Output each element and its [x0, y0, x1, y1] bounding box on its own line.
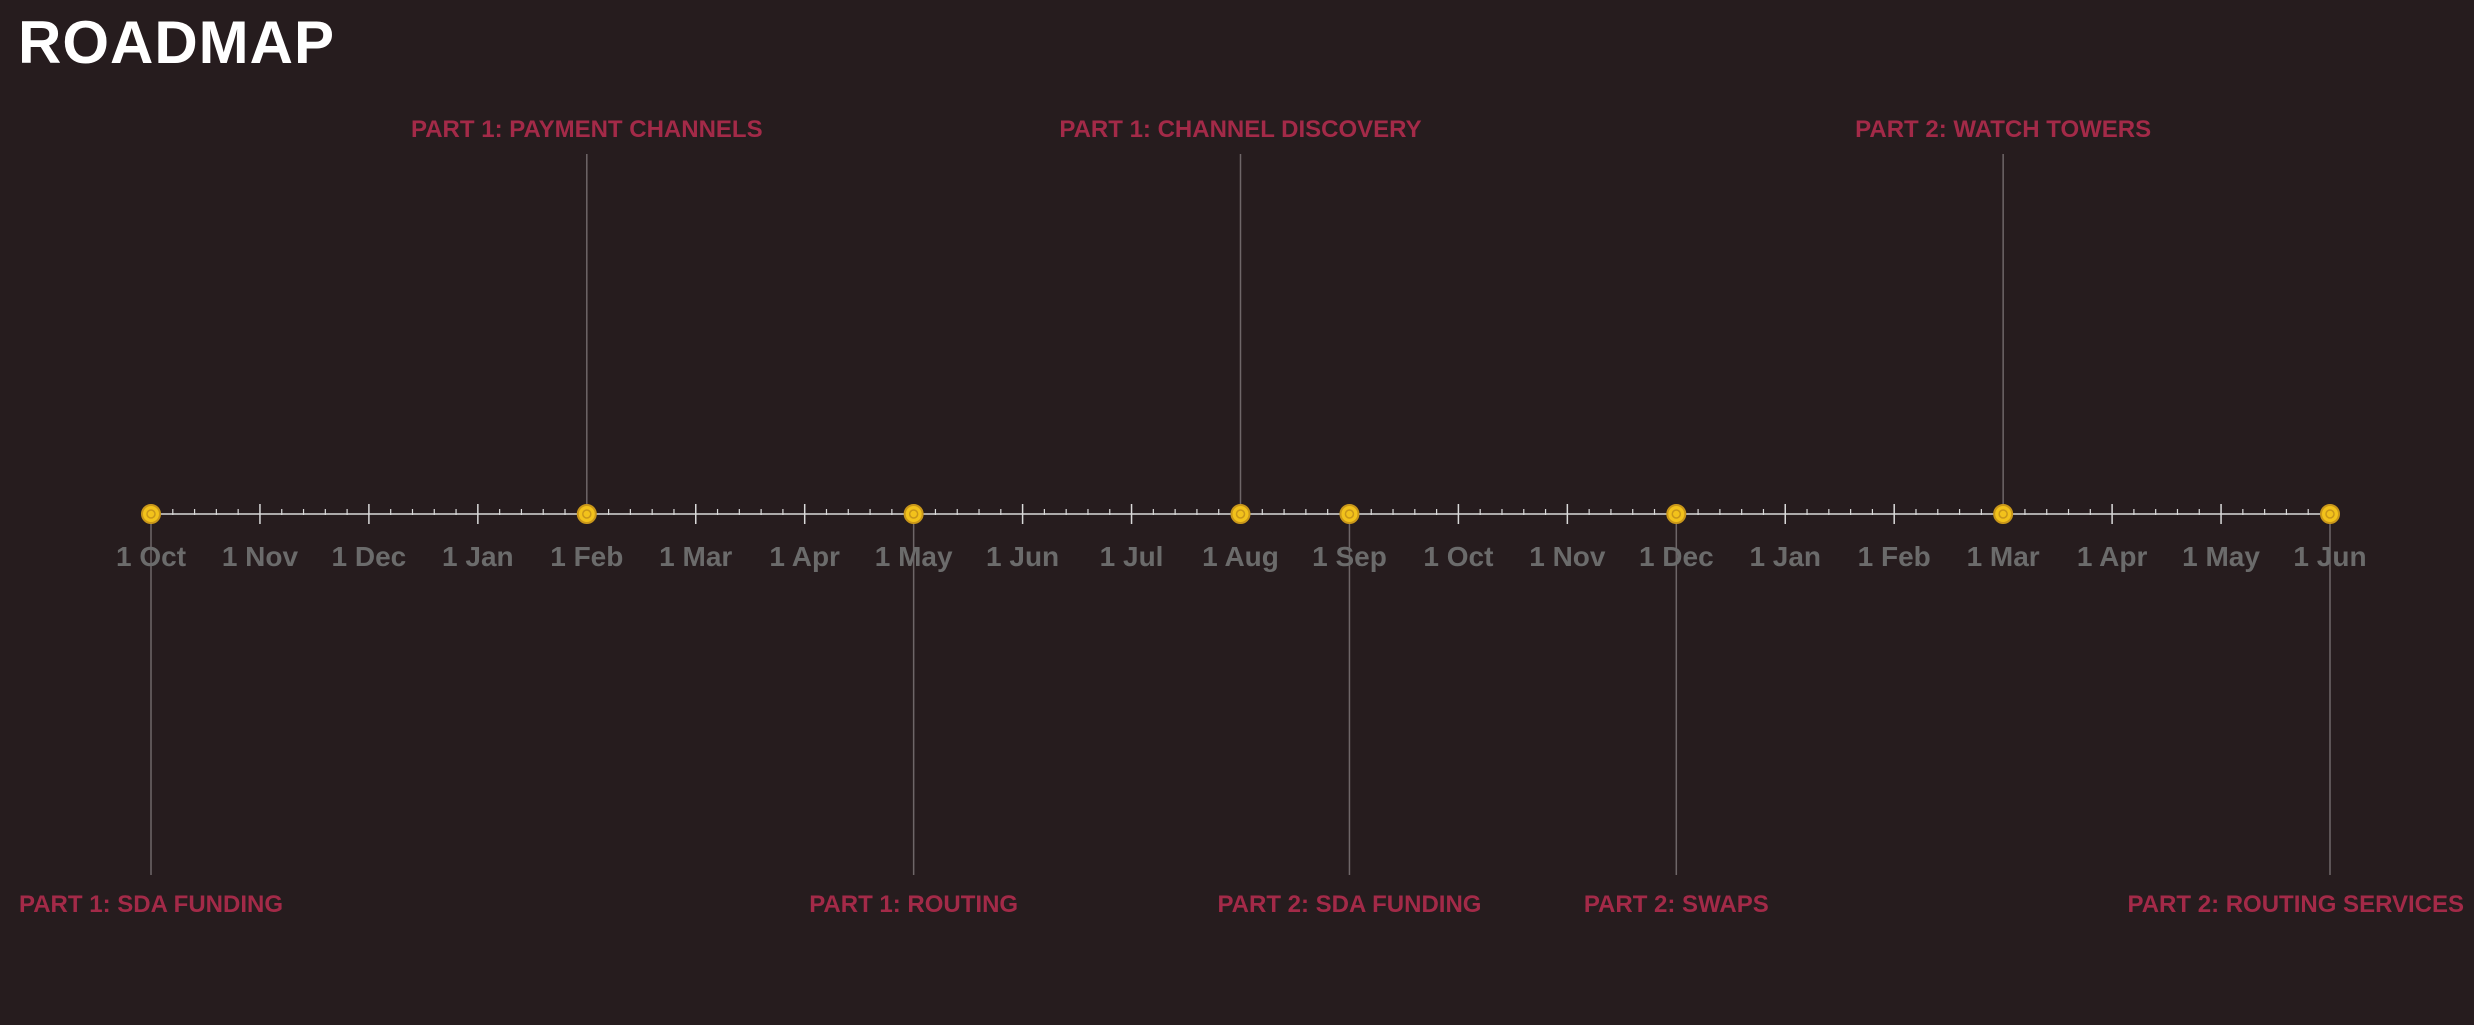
- connector-lines: [150, 154, 2331, 875]
- month-labels: 1 Oct 1 Nov 1 Dec 1 Jan 1 Feb 1 Mar 1 Apr 1 May…: [116, 541, 2367, 572]
- milestone-marker-center: [2325, 509, 2335, 519]
- milestone-marker: [1666, 504, 1687, 524]
- month-label: 1 May: [2182, 541, 2260, 572]
- milestone-marker-center: [1344, 509, 1355, 519]
- milestone-marker: [903, 504, 924, 524]
- milestone-label: PART 1: SDA FUNDING: [19, 891, 283, 918]
- milestone-marker: [1993, 504, 2014, 524]
- milestone-label: PART 2: SDA FUNDING: [1217, 891, 1481, 918]
- milestone-label: PART 1: PAYMENT CHANNELS: [411, 116, 763, 143]
- milestone-marker-center: [908, 509, 919, 519]
- month-label: 1 May: [875, 541, 953, 572]
- milestone-marker-center: [1671, 509, 1682, 519]
- month-label: 1 Dec: [332, 541, 407, 572]
- month-label: 1 Oct: [1423, 541, 1493, 572]
- milestone-marker-center: [582, 509, 592, 519]
- milestone-label: PART 2: ROUTING SERVICES: [2128, 891, 2465, 918]
- milestone-label: PART 1: ROUTING: [809, 891, 1018, 918]
- month-label: 1 Jan: [1749, 541, 1821, 572]
- month-label: 1 Jun: [2293, 541, 2366, 572]
- month-label: 1 Jan: [442, 541, 514, 572]
- milestone-marker-center: [1235, 509, 1246, 519]
- milestone-labels: PART 1: SDA FUNDING PART 1: PAYMENT CHANN…: [19, 116, 2464, 918]
- milestone-marker-center: [146, 509, 156, 519]
- month-label: 1 Nov: [222, 541, 299, 572]
- month-label: 1 Mar: [1967, 541, 2040, 572]
- milestone-marker: [1230, 504, 1251, 524]
- month-label: 1 Jul: [1100, 541, 1164, 572]
- month-label: 1 Apr: [2077, 541, 2148, 572]
- month-label: 1 Mar: [659, 541, 732, 572]
- month-label: 1 Oct: [116, 541, 186, 572]
- milestone-marker: [576, 504, 597, 524]
- milestone-label: PART 1: CHANNEL DISCOVERY: [1059, 116, 1421, 143]
- month-label: 1 Aug: [1202, 541, 1279, 572]
- milestone-marker-center: [1998, 509, 2008, 519]
- milestone-label: PART 2: SWAPS: [1584, 891, 1769, 918]
- page-title: ROADMAP: [18, 9, 335, 76]
- milestone-marker: [1339, 504, 1360, 524]
- month-label: 1 Feb: [550, 541, 623, 572]
- milestone-markers: [141, 504, 2340, 524]
- month-label: 1 Jun: [986, 541, 1059, 572]
- month-label: 1 Dec: [1639, 541, 1714, 572]
- milestone-marker: [141, 504, 161, 524]
- milestone-marker: [2320, 504, 2340, 524]
- month-label: 1 Sep: [1312, 541, 1387, 572]
- month-label: 1 Feb: [1858, 541, 1931, 572]
- month-label: 1 Apr: [769, 541, 840, 572]
- milestone-label: PART 2: WATCH TOWERS: [1855, 116, 2151, 143]
- month-label: 1 Nov: [1529, 541, 1606, 572]
